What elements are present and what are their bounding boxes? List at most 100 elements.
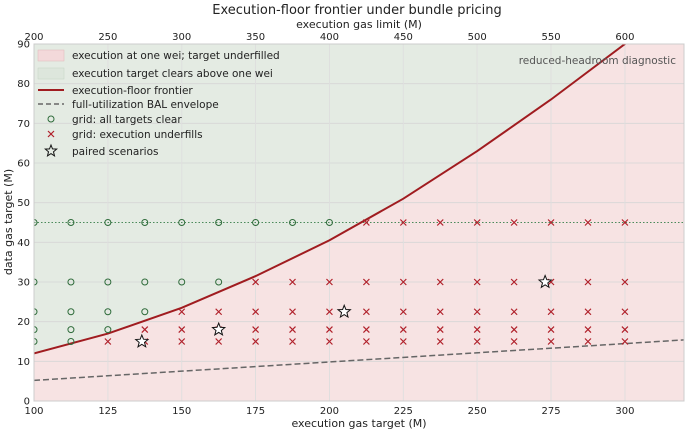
grid-point-underfill <box>547 308 555 316</box>
x-tick-label: 200 <box>320 406 339 417</box>
paired-scenario-star <box>134 333 150 348</box>
grid-point-underfill <box>399 308 407 316</box>
grid-point-underfill <box>362 278 370 286</box>
top-tick-label: 500 <box>468 32 487 43</box>
grid-point-underfill <box>584 278 592 286</box>
legend-label-clears: execution target clears above one wei <box>72 68 273 80</box>
top-tick-label: 200 <box>24 32 43 43</box>
top-axis-ticks: 200 250 300 350 400 450 500 550 600 <box>24 32 634 43</box>
legend-label-grid-under: grid: execution underfills <box>72 129 203 141</box>
y-tick-label: 70 <box>17 119 30 130</box>
grid-point-underfill <box>215 338 223 345</box>
y-tick-label: 90 <box>17 40 30 51</box>
grid-point-underfill <box>547 326 555 334</box>
legend-label-underfilled: execution at one wei; target underfilled <box>72 50 280 62</box>
grid-point-clear <box>67 278 75 286</box>
grid-point-clear <box>141 308 149 316</box>
grid-point-underfill <box>436 308 444 316</box>
grid-point-clear <box>141 278 149 286</box>
grid-point-underfill <box>215 308 223 316</box>
paired-scenarios <box>134 274 553 348</box>
grid-point-underfill <box>584 326 592 334</box>
x-tick-label: 150 <box>172 406 191 417</box>
top-tick-label: 550 <box>541 32 560 43</box>
grid-point-underfill <box>326 278 333 286</box>
grid-point-clear <box>104 326 112 334</box>
grid-point-underfill <box>621 278 629 286</box>
grid-point-underfill <box>473 326 481 334</box>
paired-scenario-star <box>336 303 352 319</box>
y-axis-ticks: 0 10 20 30 40 50 60 70 80 90 <box>17 40 30 408</box>
bal-envelope-line <box>34 339 684 382</box>
top-tick-label: 450 <box>394 32 413 43</box>
legend-label-paired: paired scenarios <box>72 146 159 158</box>
grid-point-underfill <box>621 308 629 316</box>
legend-label-grid-clear: grid: all targets clear <box>72 114 182 126</box>
legend-swatch-grid-under <box>47 130 55 138</box>
legend-label-envelope: full-utilization BAL envelope <box>72 99 219 111</box>
grid-point-underfill <box>362 219 370 226</box>
grid-point-underfill <box>547 219 555 226</box>
grid-point-underfill <box>473 219 481 226</box>
top-tick-label: 250 <box>98 32 117 43</box>
grid-point-underfill <box>252 326 260 334</box>
grid-point-clear <box>141 219 149 226</box>
grid-point-underfill <box>399 338 407 345</box>
grid-point-clear <box>34 278 38 286</box>
chart-title: Execution-floor frontier under bundle pr… <box>212 3 501 18</box>
top-axis-label: execution gas limit (M) <box>296 18 422 31</box>
x-tick-label: 275 <box>541 406 560 417</box>
y-tick-label: 30 <box>17 278 30 289</box>
x-axis-ticks: 100 125 150 175 200 225 250 275 300 <box>24 406 634 417</box>
x-tick-label: 300 <box>615 406 634 417</box>
grid-point-clear <box>34 326 38 334</box>
legend-swatch-underfilled <box>37 49 65 62</box>
grid-point-underfill <box>584 219 592 226</box>
grid-point-underfill <box>436 338 444 345</box>
y-tick-label: 60 <box>17 159 30 170</box>
y-tick-label: 40 <box>17 238 30 249</box>
grid-point-underfill <box>362 338 370 345</box>
grid-point-clear <box>104 219 112 226</box>
grid-point-clear <box>67 326 75 334</box>
grid-point-underfill <box>326 308 333 316</box>
grid-point-underfill <box>178 338 186 345</box>
grid-point-underfill <box>141 326 149 334</box>
grid-point-underfill <box>510 308 518 316</box>
grid-point-underfill <box>436 278 444 286</box>
grid-point-underfill <box>289 326 296 334</box>
grid-point-clear <box>215 219 223 226</box>
grid-point-underfill <box>547 338 555 345</box>
x-tick-label: 100 <box>24 406 43 417</box>
legend-swatch-grid-clear <box>47 115 55 123</box>
top-tick-label: 350 <box>246 32 265 43</box>
grid-point-underfill <box>104 338 112 345</box>
grid-point-underfill <box>584 338 592 345</box>
grid-point-underfill <box>252 338 260 345</box>
grid-point-underfill <box>362 326 370 334</box>
grid-point-underfill <box>326 338 333 345</box>
grid-point-clear <box>67 219 75 226</box>
grid-point-underfill <box>399 278 407 286</box>
grid-point-underfill <box>621 219 629 226</box>
grid-point-underfill <box>252 308 260 316</box>
grid-point-underfill <box>436 326 444 334</box>
grid-point-underfill <box>621 326 629 334</box>
y-tick-label: 80 <box>17 79 30 90</box>
grid-point-clear <box>34 219 38 226</box>
grid-point-clear <box>215 278 223 286</box>
grid-point-underfill <box>178 308 186 316</box>
y-tick-label: 0 <box>24 397 30 408</box>
grid-point-underfill <box>510 219 518 226</box>
legend: execution at one wei; target underfilled… <box>37 49 280 158</box>
grid-point-clear <box>325 219 333 226</box>
diagnostic-annotation: reduced-headroom diagnostic <box>519 55 677 67</box>
grid-point-clear <box>178 278 186 286</box>
grid-point-clear <box>67 338 75 345</box>
grid-point-underfill <box>178 326 186 334</box>
x-tick-label: 225 <box>394 406 413 417</box>
grid-point-clear <box>104 308 112 316</box>
grid-point-clear <box>34 338 38 345</box>
grid-point-underfill <box>584 308 592 316</box>
x-tick-label: 250 <box>468 406 487 417</box>
